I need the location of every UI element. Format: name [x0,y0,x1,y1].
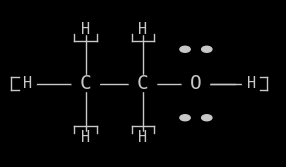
Circle shape [77,132,95,143]
Circle shape [18,78,36,89]
Circle shape [182,75,210,92]
Text: H: H [81,130,90,145]
Text: H: H [247,76,256,91]
Circle shape [77,24,95,35]
Text: C: C [137,74,149,93]
Text: H: H [138,22,148,37]
Text: H: H [23,76,32,91]
Circle shape [243,78,261,89]
Text: H: H [138,130,148,145]
Text: C: C [80,74,92,93]
Circle shape [180,46,190,52]
Circle shape [72,75,100,92]
Circle shape [134,24,152,35]
Circle shape [180,115,190,121]
Circle shape [134,132,152,143]
Circle shape [202,46,212,52]
Text: O: O [190,74,202,93]
Circle shape [129,75,157,92]
Circle shape [202,115,212,121]
Text: H: H [81,22,90,37]
